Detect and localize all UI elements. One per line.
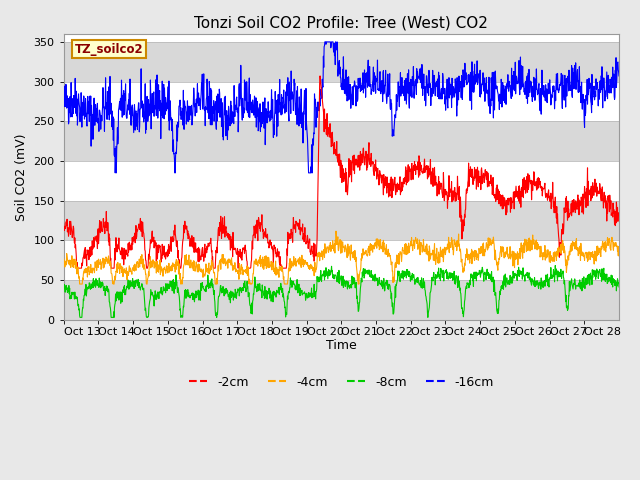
Bar: [64, 161, 619, 201]
Bar: [64, 121, 619, 161]
Bar: [64, 42, 619, 82]
Bar: [64, 240, 619, 280]
Bar: [64, 280, 619, 320]
X-axis label: Time: Time: [326, 339, 356, 352]
Title: Tonzi Soil CO2 Profile: Tree (West) CO2: Tonzi Soil CO2 Profile: Tree (West) CO2: [195, 15, 488, 30]
Bar: [64, 201, 619, 240]
Text: TZ_soilco2: TZ_soilco2: [75, 43, 143, 56]
Y-axis label: Soil CO2 (mV): Soil CO2 (mV): [15, 133, 28, 221]
Legend: -2cm, -4cm, -8cm, -16cm: -2cm, -4cm, -8cm, -16cm: [184, 371, 499, 394]
Bar: [64, 82, 619, 121]
